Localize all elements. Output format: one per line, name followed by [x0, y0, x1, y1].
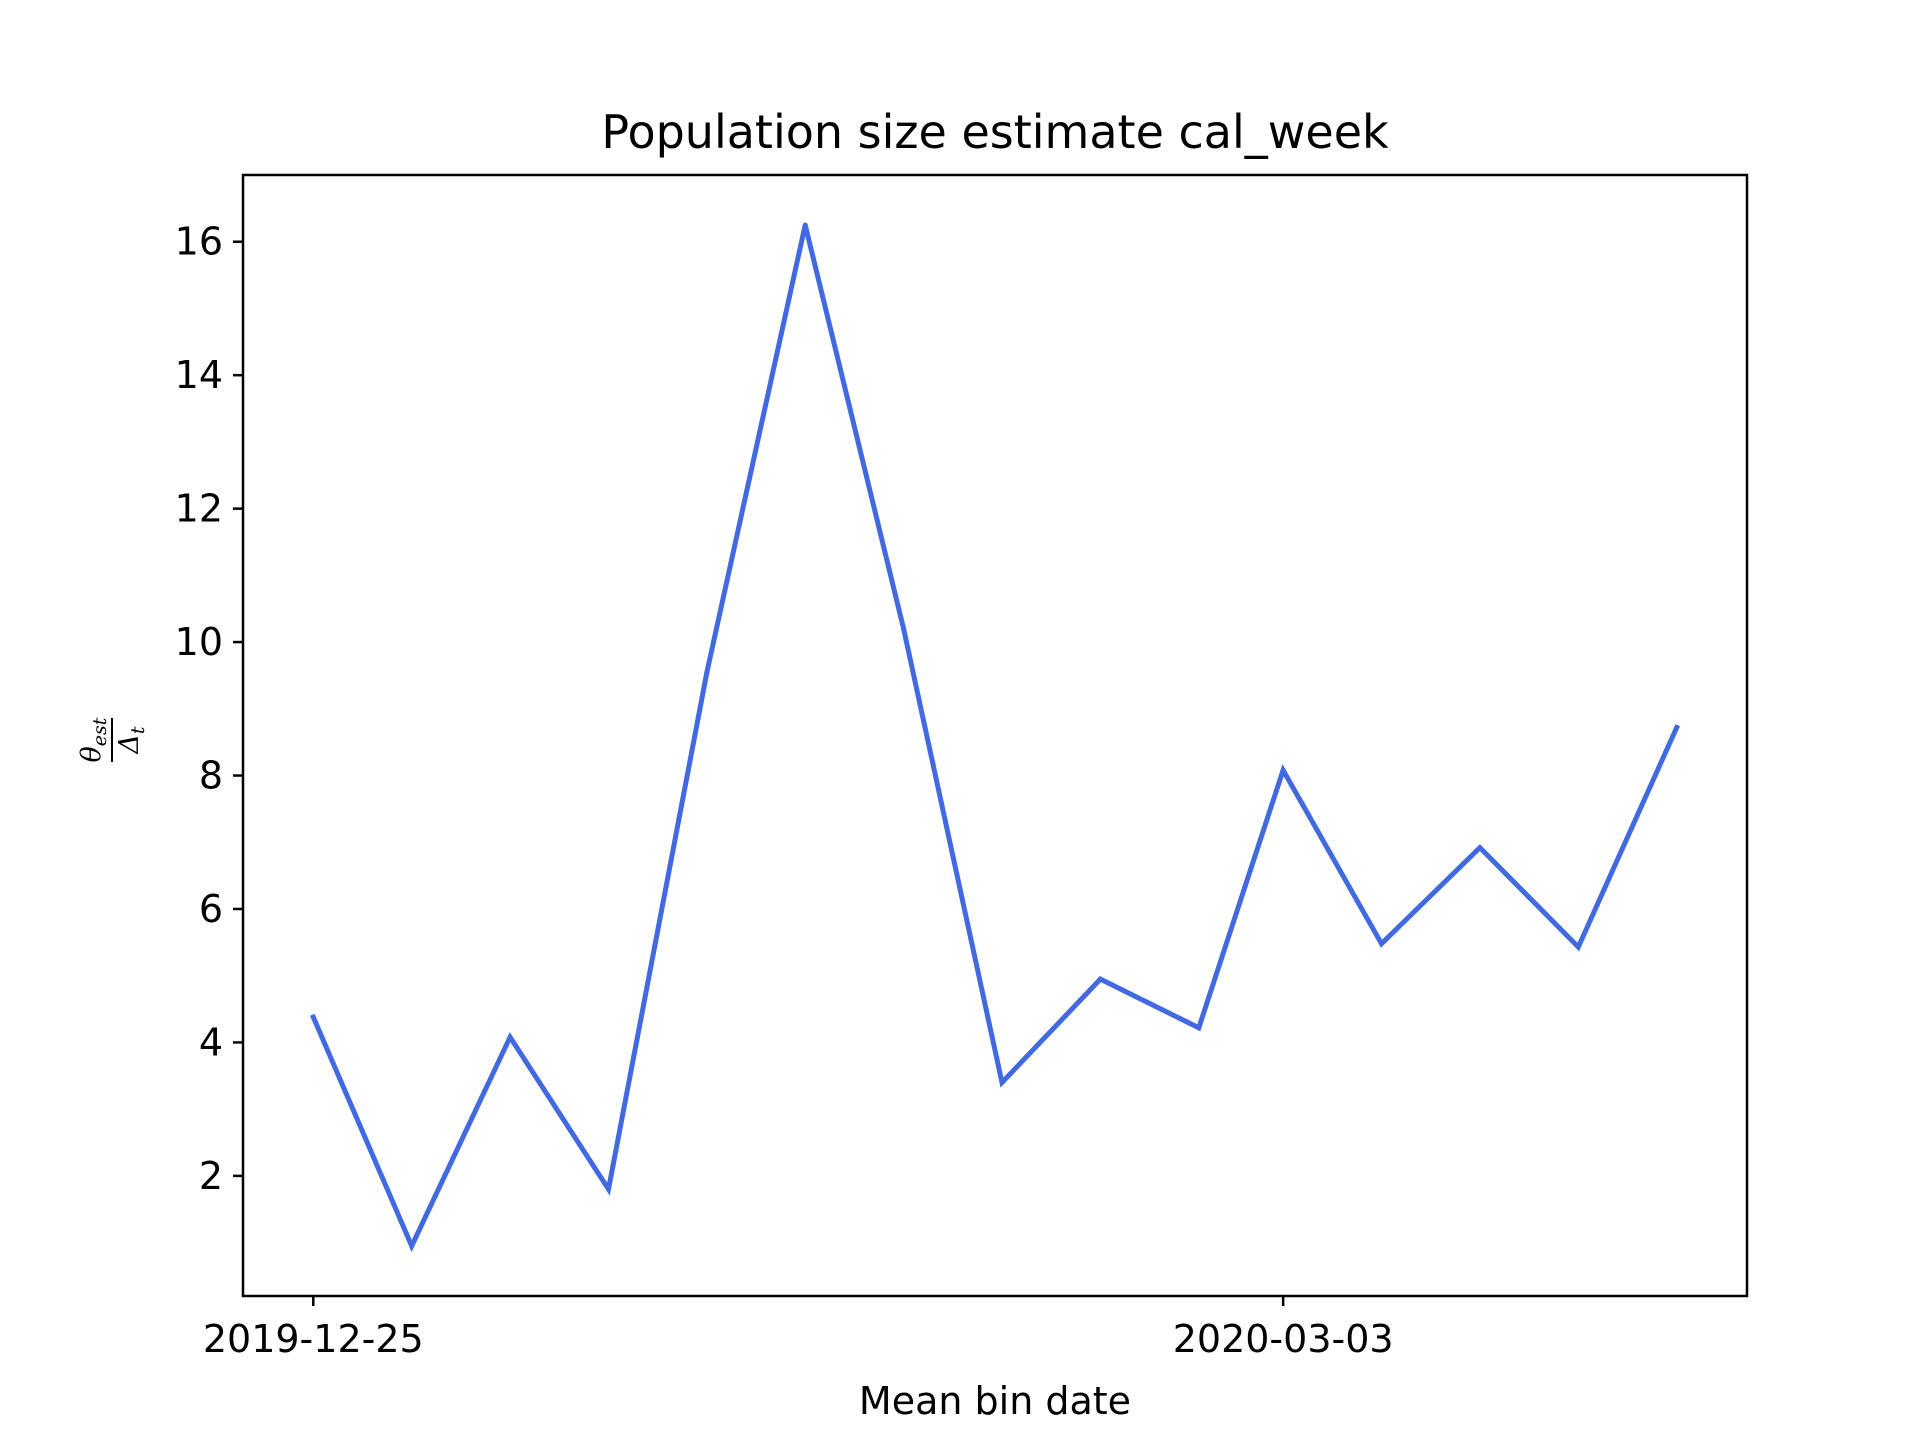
- data-point: [409, 1243, 415, 1249]
- x-tick-label: 2019-12-25: [203, 1317, 424, 1361]
- data-point: [704, 669, 710, 675]
- data-point: [1674, 724, 1680, 730]
- data-point: [1477, 845, 1483, 851]
- y-axis: 2 4 6 8 10 12 14 16: [175, 220, 243, 1198]
- axes-frame: [241, 173, 1749, 1298]
- data-point: [1280, 767, 1286, 773]
- data-point: [507, 1034, 513, 1040]
- data-point: [1379, 941, 1385, 947]
- x-axis-label: Mean bin date: [859, 1379, 1131, 1423]
- y-axis-label-denominator: Δt: [114, 726, 149, 755]
- y-tick-label: 6: [199, 887, 223, 931]
- y-tick-label: 4: [199, 1020, 223, 1064]
- y-tick-label: 16: [175, 220, 223, 264]
- series-line: [310, 224, 1681, 1253]
- y-tick-label: 14: [175, 353, 223, 397]
- y-tick-label: 2: [199, 1154, 223, 1198]
- chart-title: Population size estimate cal_week: [601, 105, 1389, 159]
- data-point: [605, 1186, 611, 1192]
- y-tick-label: 12: [175, 487, 223, 531]
- y-tick-label: 8: [199, 754, 223, 798]
- y-tick-label: 10: [175, 620, 223, 664]
- x-tick-label: 2020-03-03: [1173, 1317, 1394, 1361]
- data-point: [901, 626, 907, 632]
- data-point: [310, 1014, 316, 1020]
- y-axis-label-numerator: θest: [76, 717, 111, 762]
- data-point: [802, 222, 808, 228]
- data-point: [1196, 1025, 1202, 1031]
- data-point: [1097, 976, 1103, 982]
- plot-area: [241, 173, 1749, 1298]
- x-axis: 2019-12-25 2020-03-03: [203, 1296, 1394, 1361]
- y-axis-label: θest Δt: [76, 717, 149, 762]
- data-point: [999, 1079, 1005, 1085]
- data-points: [310, 222, 1680, 1249]
- data-point: [1575, 944, 1581, 950]
